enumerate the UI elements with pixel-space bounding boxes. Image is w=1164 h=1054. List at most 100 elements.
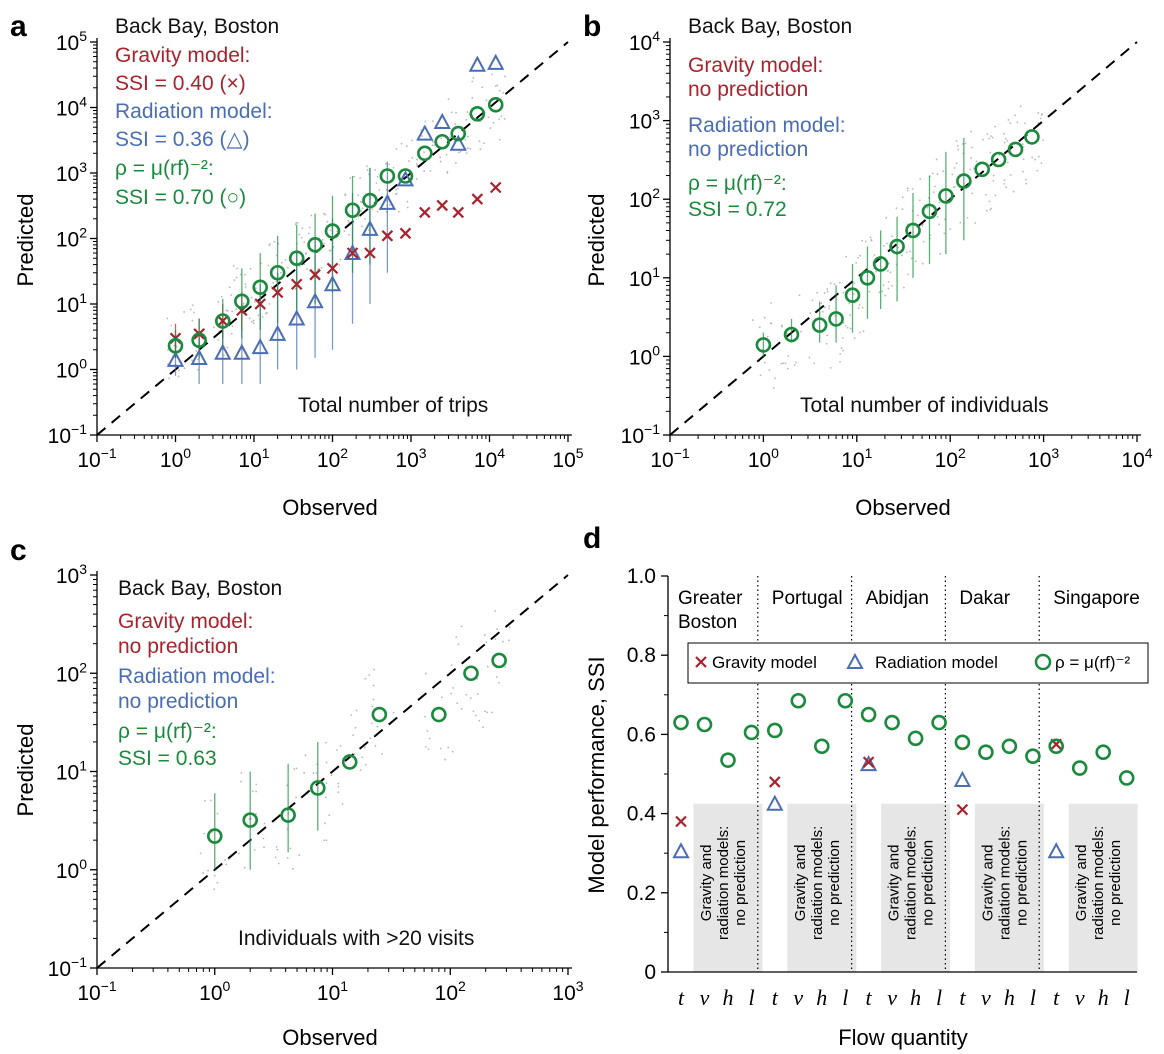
legend-radiation-label: Radiation model <box>875 653 998 672</box>
scatter-dot <box>786 367 789 370</box>
scatter-dot <box>839 360 841 363</box>
scatter-dot <box>936 215 939 218</box>
scatter-dot <box>842 291 845 294</box>
y-tick-label: 100 <box>56 356 87 383</box>
scatter-cloud <box>166 73 506 380</box>
panel-d-axes: Gravity and radiation models: no predictio… <box>627 565 1140 1010</box>
model-point <box>907 730 924 747</box>
scatter-dot <box>286 856 289 859</box>
scatter-dot <box>213 874 216 877</box>
scatter-dot <box>992 179 995 182</box>
scatter-dot <box>385 162 387 165</box>
scatter-dot <box>971 192 974 195</box>
scatter-dot <box>280 261 283 264</box>
no-prediction-box <box>974 803 1044 972</box>
scatter-dot <box>395 148 398 150</box>
scatter-dot <box>862 330 865 333</box>
no-prediction-box <box>1068 803 1138 972</box>
scatter-dot <box>378 189 381 191</box>
scatter-dot <box>231 325 234 328</box>
scatter-dot <box>486 711 488 714</box>
model-point <box>1048 738 1064 755</box>
scatter-dot <box>917 214 919 217</box>
gravity-point <box>364 247 376 259</box>
scatter-dot <box>951 173 954 176</box>
scatter-dot <box>415 178 418 180</box>
scatter-dot <box>494 638 497 641</box>
scatter-dot <box>359 769 362 772</box>
scatter-dot <box>294 287 297 290</box>
scatter-dot <box>986 133 989 135</box>
scatter-dot <box>1004 137 1007 140</box>
scatter-dot <box>423 170 426 173</box>
scatter-dot <box>348 221 351 223</box>
scatter-dot <box>464 138 467 141</box>
model-point <box>844 287 861 304</box>
scatter-dot <box>375 182 378 184</box>
model-point <box>491 652 507 669</box>
panel-c-location: Back Bay, Boston <box>118 577 282 600</box>
scatter-dot <box>244 273 246 276</box>
scatter-dot <box>846 326 849 329</box>
scatter-dot <box>191 319 194 322</box>
scatter-dot <box>985 193 987 196</box>
scatter-dot <box>1019 105 1022 108</box>
x-tick-label: 101 <box>317 978 348 1005</box>
category-label: t <box>772 985 779 1010</box>
scatter-dot <box>1016 121 1019 124</box>
scatter-dot <box>829 367 832 369</box>
scatter-dot <box>317 267 320 270</box>
scatter-dot <box>800 330 802 333</box>
y-tick-label: 100 <box>629 342 660 369</box>
model-point <box>766 722 783 739</box>
no-prediction-box <box>881 803 951 972</box>
model-point <box>242 812 258 828</box>
scatter-dot <box>361 207 364 210</box>
model-point <box>434 133 451 150</box>
scatter-dot <box>1006 161 1009 164</box>
model-point <box>755 337 772 353</box>
panel-c-letter: c <box>10 534 27 567</box>
gravity-point <box>956 803 969 816</box>
scatter-dot <box>826 290 829 293</box>
scatter-dot <box>173 344 176 347</box>
panel-b-location: Back Bay, Boston <box>688 15 852 38</box>
scatter-dot <box>367 229 370 232</box>
model-point <box>487 96 504 113</box>
radiation-point <box>378 193 397 210</box>
scatter-dot <box>508 626 511 629</box>
gravity-point <box>309 268 321 281</box>
scatter-dot <box>450 692 452 695</box>
scatter-dot <box>486 665 489 668</box>
scatter-dot <box>254 301 256 303</box>
scatter-dot <box>366 169 369 171</box>
scatter-dot <box>1037 155 1040 158</box>
scatter-dot <box>478 140 481 143</box>
scatter-dot <box>1037 112 1040 114</box>
scatter-dot <box>957 148 960 151</box>
scatter-dot <box>226 346 229 349</box>
scatter-dot <box>858 304 861 306</box>
scatter-dot <box>225 863 228 866</box>
scatter-dot <box>1021 143 1024 146</box>
scatter-dot <box>455 636 458 639</box>
model-point <box>469 106 486 122</box>
scatter-dot <box>255 790 257 793</box>
scatter-dot <box>487 116 490 119</box>
no-prediction-box <box>693 803 763 972</box>
model-point <box>790 692 807 709</box>
model-point <box>191 332 207 349</box>
scatter-dot <box>483 634 486 636</box>
model-point <box>280 807 296 823</box>
scatter-dot <box>864 240 867 243</box>
gravity-point <box>290 278 303 291</box>
model-point <box>450 125 467 142</box>
gravity-point <box>419 206 431 219</box>
scatter-dot <box>424 672 427 675</box>
scatter-dot <box>272 281 274 284</box>
no-prediction-text: Gravity and <box>792 844 809 921</box>
scatter-dot <box>811 299 814 302</box>
scatter-dot <box>985 209 988 212</box>
model-point <box>696 716 713 733</box>
scatter-dot <box>424 715 426 718</box>
